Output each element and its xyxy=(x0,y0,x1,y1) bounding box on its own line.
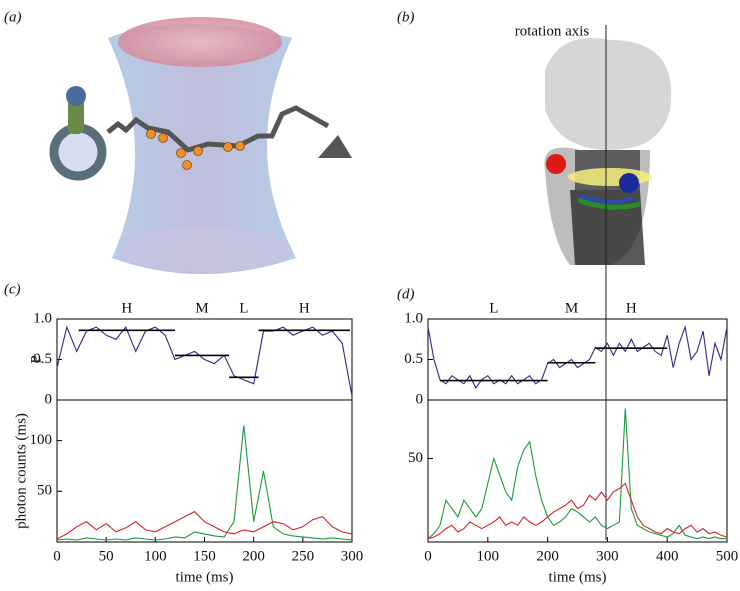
x-tick-label: 200 xyxy=(242,548,265,564)
y-tick-label: 1.0 xyxy=(33,310,52,326)
trace xyxy=(56,325,353,397)
x-tick-label: 250 xyxy=(292,548,315,564)
x-tick-label: 50 xyxy=(99,548,114,564)
y-tick-label: 0 xyxy=(416,391,424,407)
y-tick-label: 0 xyxy=(45,391,53,407)
x-tick-label: 200 xyxy=(536,548,559,564)
y-tick-label: 50 xyxy=(37,483,52,499)
x-tick-label: 100 xyxy=(144,548,167,564)
plot-frame xyxy=(427,399,728,543)
x-axis-label: time (ms) xyxy=(549,569,607,585)
trace xyxy=(427,482,728,540)
x-axis-label: time (ms) xyxy=(176,569,234,585)
y-axis-label: photon counts (ms) xyxy=(13,413,29,529)
x-tick-label: 0 xyxy=(53,548,61,564)
level-label: M xyxy=(195,300,208,316)
y-tick-label: 0.5 xyxy=(404,351,423,367)
panel-label: (b) xyxy=(397,9,415,25)
trace xyxy=(427,408,727,540)
plot-frame xyxy=(427,318,728,401)
y-tick-label: 0.5 xyxy=(33,351,52,367)
panel-label: (d) xyxy=(397,286,415,302)
y-tick-label: 50 xyxy=(408,450,423,466)
trace xyxy=(427,325,728,389)
x-tick-label: 0 xyxy=(424,548,432,564)
illustration-a xyxy=(49,17,352,274)
level-label: M xyxy=(565,300,578,316)
x-tick-label: 100 xyxy=(477,548,500,564)
level-label: H xyxy=(121,300,132,316)
level-label: L xyxy=(239,300,248,316)
y-tick-label: 100 xyxy=(30,432,53,448)
x-tick-label: 400 xyxy=(656,548,679,564)
y-tick-label: 1.0 xyxy=(404,310,423,326)
level-label: H xyxy=(626,300,637,316)
panel-label: (c) xyxy=(4,281,21,297)
panel-label: (a) xyxy=(4,9,22,25)
x-tick-label: 150 xyxy=(193,548,216,564)
illustration-b: rotation axis xyxy=(515,23,672,540)
plot-frame xyxy=(56,399,353,543)
x-tick-label: 500 xyxy=(716,548,739,564)
trace xyxy=(56,425,353,541)
y-axis-label: P xyxy=(28,355,44,363)
level-label: L xyxy=(489,300,498,316)
x-tick-label: 300 xyxy=(341,548,364,564)
x-tick-label: 300 xyxy=(596,548,619,564)
trace xyxy=(56,510,353,540)
level-label: H xyxy=(299,300,310,316)
annotation: rotation axis xyxy=(515,23,590,39)
